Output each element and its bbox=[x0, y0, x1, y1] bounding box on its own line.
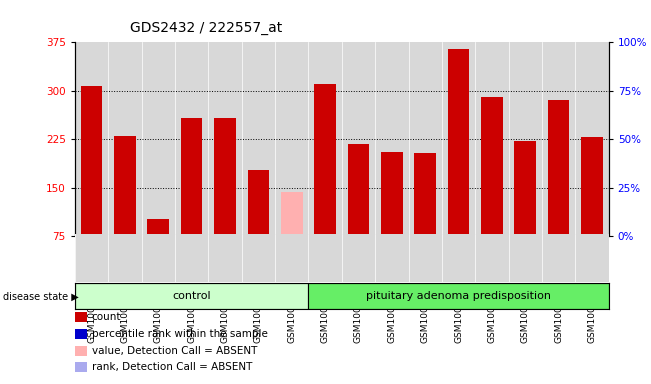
Bar bbox=[414, 154, 436, 236]
Bar bbox=[147, 219, 169, 236]
Bar bbox=[381, 152, 403, 236]
Bar bbox=[314, 84, 336, 236]
Bar bbox=[281, 192, 303, 236]
Bar bbox=[214, 118, 236, 236]
Bar bbox=[448, 49, 469, 236]
Bar bbox=[81, 86, 102, 236]
Text: control: control bbox=[173, 291, 211, 301]
Text: percentile rank within the sample: percentile rank within the sample bbox=[92, 329, 268, 339]
Bar bbox=[75, 283, 309, 309]
Text: disease state ▶: disease state ▶ bbox=[3, 291, 79, 301]
Bar bbox=[114, 136, 136, 236]
Bar bbox=[181, 118, 202, 236]
Bar bbox=[247, 170, 270, 236]
Text: count: count bbox=[92, 312, 121, 322]
Bar bbox=[547, 101, 570, 236]
Bar bbox=[514, 141, 536, 236]
Bar bbox=[348, 144, 369, 236]
Bar bbox=[481, 97, 503, 236]
Text: pituitary adenoma predisposition: pituitary adenoma predisposition bbox=[366, 291, 551, 301]
Text: value, Detection Call = ABSENT: value, Detection Call = ABSENT bbox=[92, 346, 257, 356]
Bar bbox=[309, 283, 609, 309]
Bar bbox=[581, 137, 603, 236]
Text: GDS2432 / 222557_at: GDS2432 / 222557_at bbox=[130, 21, 283, 35]
Text: rank, Detection Call = ABSENT: rank, Detection Call = ABSENT bbox=[92, 362, 252, 372]
